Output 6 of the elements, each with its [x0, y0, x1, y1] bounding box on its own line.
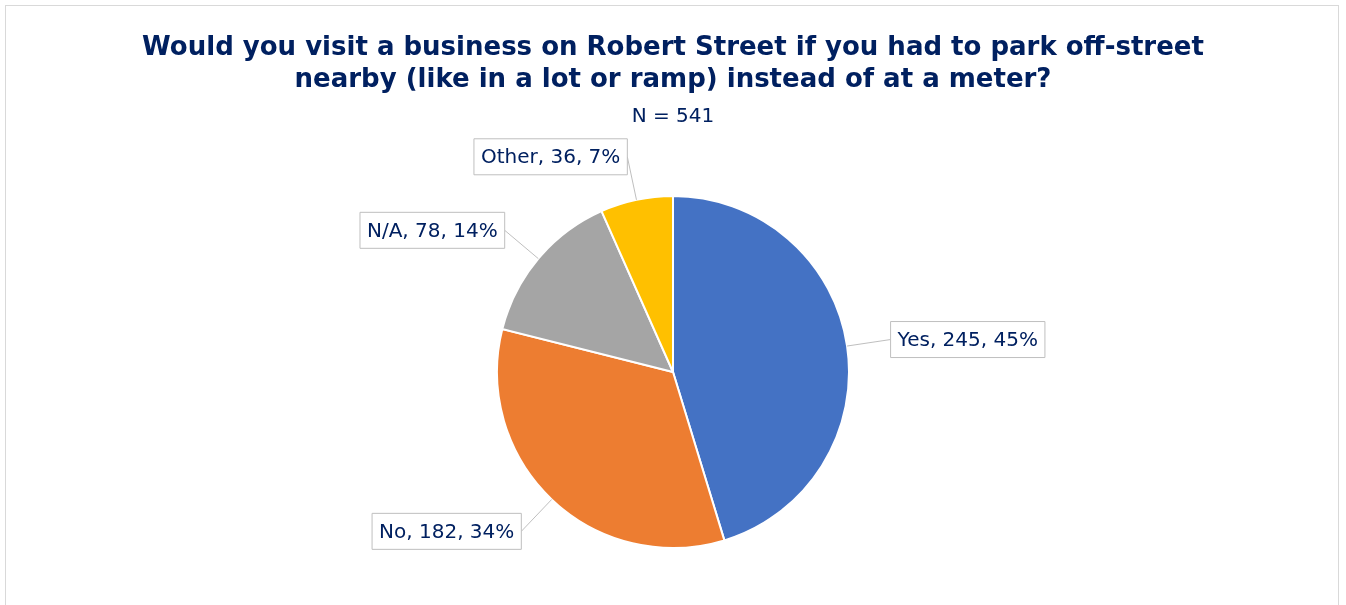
slice-label: N/A, 78, 14% [366, 217, 498, 242]
chart-subtitle: N = 541 [630, 103, 716, 127]
slice-label: Yes, 245, 45% [896, 326, 1038, 351]
chart-title: Would you visit a business on Robert Street if you had to park off-street nearby (like in a lot or ramp) instead of at a meter? [141, 30, 1205, 94]
slice-label: Other, 36, 7% [480, 143, 621, 168]
slice-label: No, 182, 34% [379, 518, 515, 543]
